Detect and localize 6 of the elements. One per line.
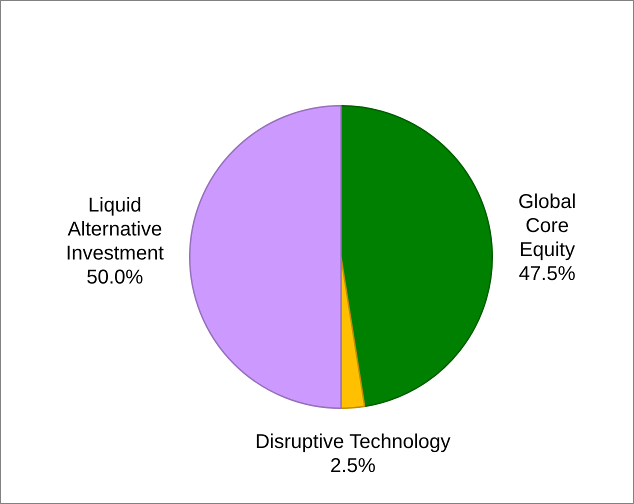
data-label: 50.0%: [86, 266, 144, 289]
data-label: 2.5%: [330, 454, 376, 477]
slice-label: Disruptive Technology: [255, 430, 451, 453]
data-label: 47.5%: [518, 262, 576, 285]
slice-label: Liquid Alternative Investment: [66, 194, 164, 265]
slice-label: Global Core Equity: [518, 190, 576, 261]
